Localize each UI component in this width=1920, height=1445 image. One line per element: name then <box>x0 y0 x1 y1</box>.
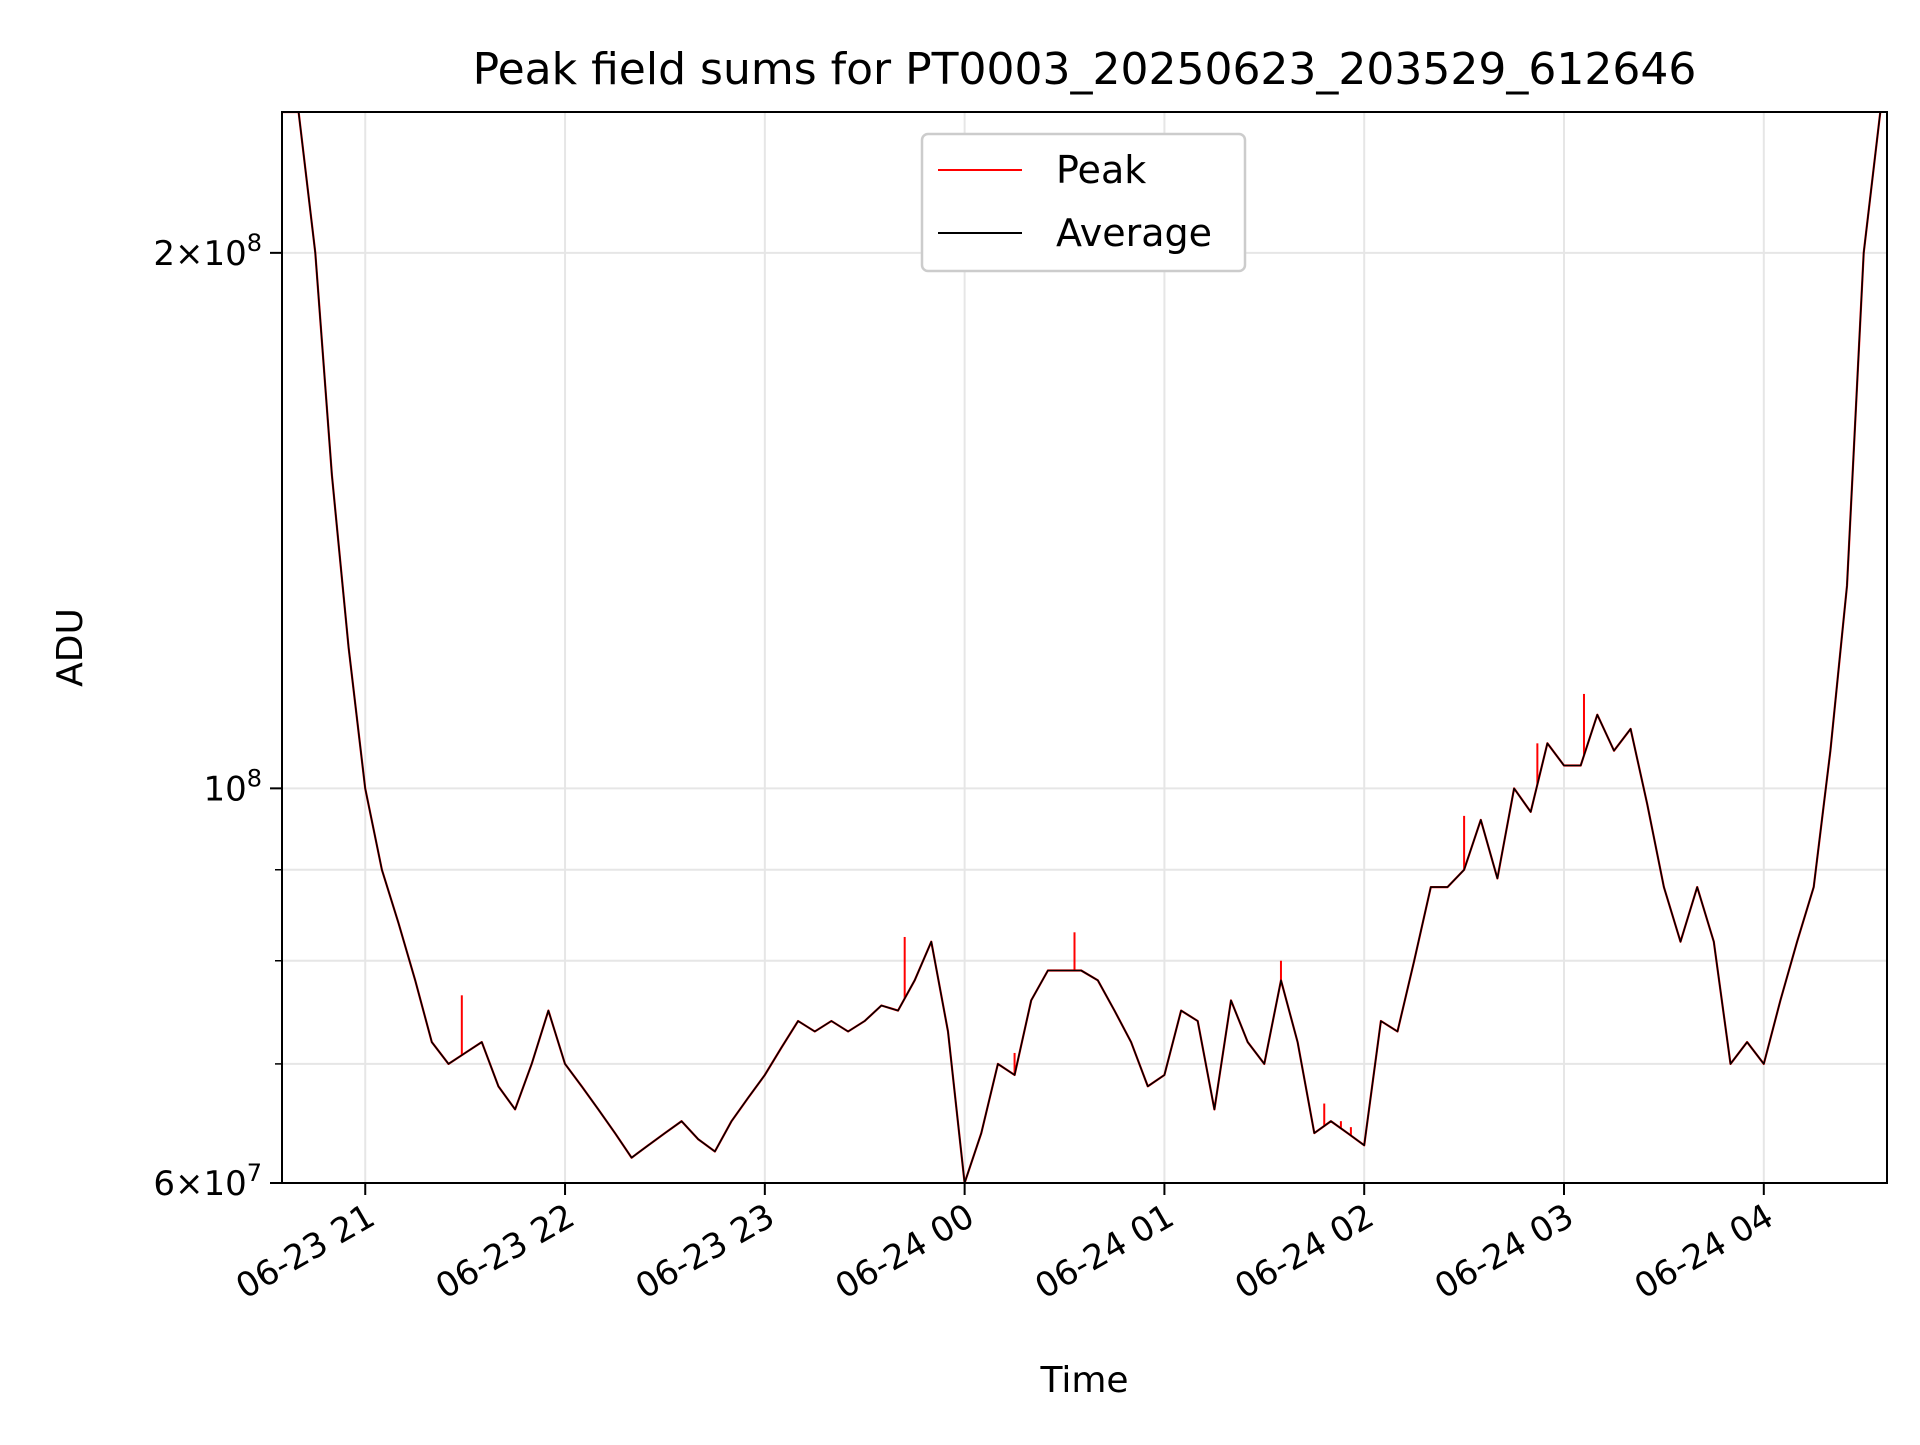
y-tick-label: 6×107 <box>153 1159 262 1204</box>
series-line-average <box>282 112 1882 1183</box>
y-axis-label: ADU <box>50 608 91 687</box>
y-tick-label: 2×108 <box>153 229 262 274</box>
y-tick-label: 108 <box>203 764 262 809</box>
legend: Peak Average <box>920 132 1247 273</box>
x-axis-label: Time <box>1039 1360 1128 1401</box>
legend-box <box>920 132 1247 273</box>
plot-frame <box>281 111 1888 1184</box>
chart-title: Peak field sums for PT0003_20250623_2035… <box>473 44 1697 95</box>
legend-label-peak: Peak <box>1056 148 1146 192</box>
legend-label-average: Average <box>1056 211 1212 255</box>
plot-lines <box>282 112 1882 1183</box>
